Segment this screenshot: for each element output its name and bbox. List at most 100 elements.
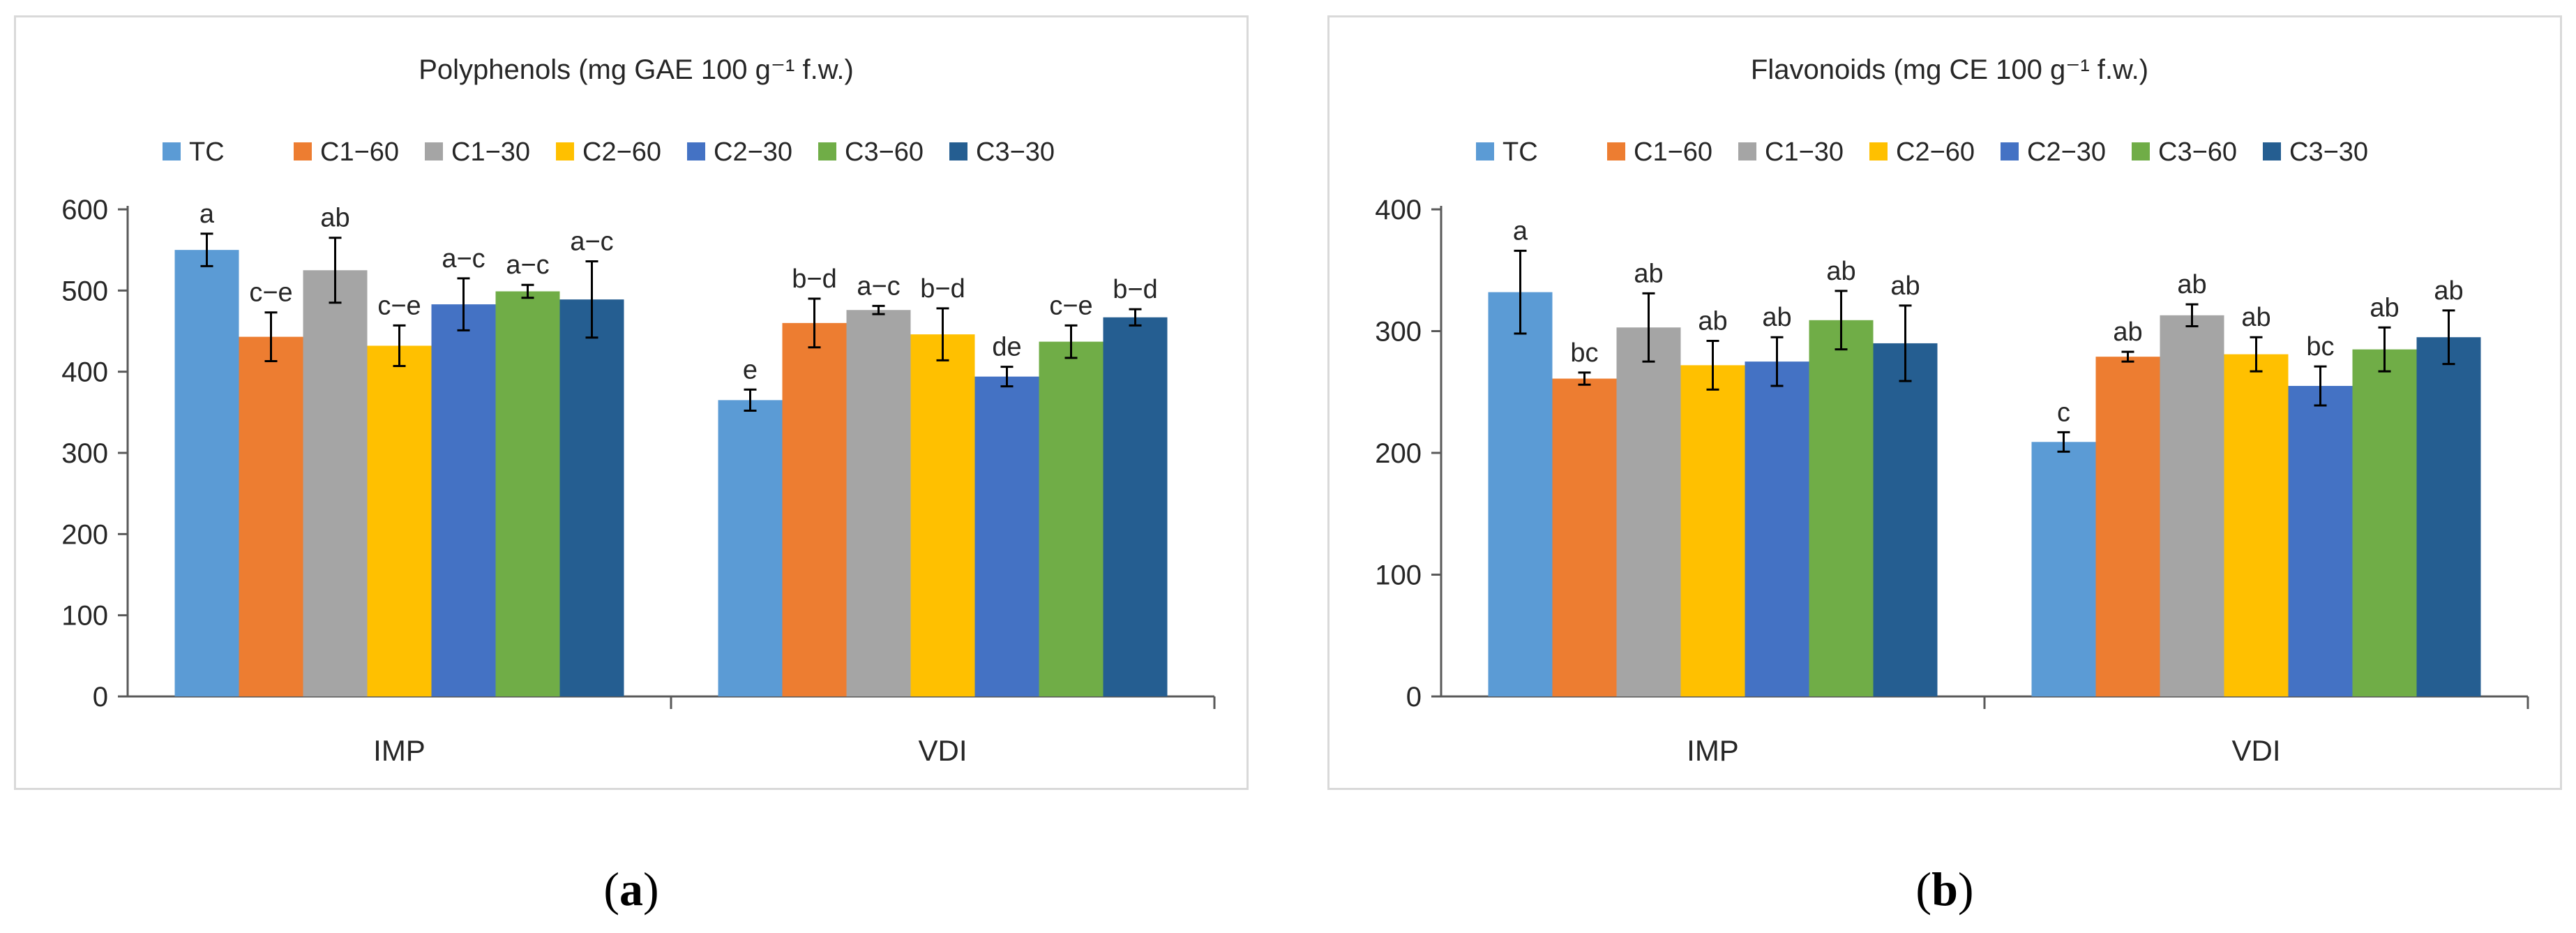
legend-label: C3−30 bbox=[976, 137, 1055, 167]
y-tick-label: 0 bbox=[1406, 682, 1422, 712]
bar-TC-vdi bbox=[718, 400, 783, 696]
bar-C230-imp bbox=[1745, 361, 1809, 696]
y-tick-label: 500 bbox=[61, 276, 108, 306]
legend-label: TC bbox=[189, 137, 225, 167]
significance-letter: b−d bbox=[792, 264, 836, 294]
x-category-label: IMP bbox=[1687, 734, 1739, 767]
significance-letter: bc bbox=[1570, 338, 1598, 368]
legend-swatch bbox=[425, 142, 443, 161]
legend-label: C1−30 bbox=[451, 137, 530, 167]
legend-label: C1−30 bbox=[1765, 137, 1844, 167]
y-tick-label: 400 bbox=[61, 357, 108, 388]
significance-letter: ab bbox=[1762, 303, 1791, 332]
bar-C130-vdi bbox=[2160, 315, 2224, 696]
legend-swatch bbox=[556, 142, 574, 161]
significance-letter: c−e bbox=[1049, 291, 1092, 320]
legend-label: C2−60 bbox=[1896, 137, 1975, 167]
bar-TC-imp bbox=[1488, 292, 1553, 696]
legend-swatch bbox=[163, 142, 181, 161]
bar-C130-imp bbox=[1616, 327, 1681, 696]
significance-letter: a−c bbox=[570, 227, 613, 256]
legend-label: C3−30 bbox=[2289, 137, 2368, 167]
legend-label: C2−30 bbox=[2027, 137, 2106, 167]
significance-letter: a−c bbox=[442, 244, 485, 274]
bar-C330-vdi bbox=[1103, 317, 1168, 696]
bar-C160-imp bbox=[1552, 378, 1617, 696]
significance-letter: ab bbox=[2370, 293, 2399, 322]
bar-C260-imp bbox=[367, 345, 432, 696]
bar-C330-vdi bbox=[2416, 337, 2481, 697]
significance-letter: ab bbox=[2241, 303, 2270, 332]
y-tick-label: 300 bbox=[61, 438, 108, 469]
legend-swatch bbox=[2132, 142, 2150, 161]
legend-swatch bbox=[1738, 142, 1756, 161]
significance-letter: ab bbox=[1890, 271, 1920, 301]
bar-TC-vdi bbox=[2031, 442, 2096, 696]
bar-C260-vdi bbox=[2224, 354, 2289, 696]
chart-svg-polyphenols: Polyphenols (mg GAE 100 g⁻¹ f.w.) TC C1−60… bbox=[61, 54, 1216, 767]
significance-letter: b−d bbox=[920, 274, 965, 304]
legend-label: C1−60 bbox=[320, 137, 399, 167]
panel-label-b: (b) bbox=[1915, 863, 1974, 916]
bar-C330-imp bbox=[559, 299, 624, 696]
bar-C160-vdi bbox=[2095, 357, 2160, 696]
significance-letter: c−e bbox=[377, 291, 421, 320]
significance-letter: bc bbox=[2306, 332, 2334, 361]
chart-panel-polyphenols: Polyphenols (mg GAE 100 g⁻¹ f.w.) TC C1−60… bbox=[14, 15, 1249, 790]
significance-letter: ab bbox=[320, 204, 349, 233]
x-category-label: VDI bbox=[2231, 734, 2280, 767]
significance-letter: a−c bbox=[506, 251, 549, 280]
bar-C160-imp bbox=[239, 336, 303, 697]
y-tick-label: 0 bbox=[93, 682, 108, 712]
legend-swatch bbox=[1869, 142, 1888, 161]
bar-C130-imp bbox=[303, 270, 368, 696]
significance-letter: a bbox=[1513, 216, 1528, 246]
chart-title: Flavonoids (mg CE 100 g⁻¹ f.w.) bbox=[1751, 54, 2148, 85]
bar-C360-imp bbox=[1809, 320, 1874, 696]
legend-swatch bbox=[949, 142, 967, 161]
bar-C330-imp bbox=[1873, 343, 1938, 696]
y-tick-label: 200 bbox=[61, 519, 108, 550]
chart-svg-flavonoids: Flavonoids (mg CE 100 g⁻¹ f.w.) TC C1−60 C1… bbox=[1375, 54, 2529, 767]
legend-swatch bbox=[818, 142, 836, 161]
legend-label: C2−30 bbox=[714, 137, 792, 167]
significance-letter: ab bbox=[1698, 306, 1727, 336]
significance-letter: c−e bbox=[249, 278, 292, 308]
legend-label: C3−60 bbox=[2158, 137, 2237, 167]
legend-swatch bbox=[2263, 142, 2281, 161]
y-tick-label: 400 bbox=[1375, 195, 1422, 225]
legend-label: TC bbox=[1502, 137, 1538, 167]
y-tick-label: 600 bbox=[61, 195, 108, 225]
legend-swatch bbox=[1476, 142, 1494, 161]
bar-C260-vdi bbox=[910, 334, 975, 696]
significance-letter: e bbox=[743, 355, 758, 385]
panel-label-a: (a) bbox=[603, 863, 659, 916]
significance-letter: b−d bbox=[1113, 275, 1157, 304]
significance-letter: ab bbox=[2113, 318, 2142, 347]
bar-C230-vdi bbox=[974, 376, 1039, 696]
significance-letter: de bbox=[992, 333, 1021, 362]
y-tick-label: 100 bbox=[61, 601, 108, 632]
legend-label: C1−60 bbox=[1634, 137, 1712, 167]
bar-TC-imp bbox=[174, 250, 239, 697]
bar-C260-imp bbox=[1680, 365, 1745, 696]
y-tick-label: 200 bbox=[1375, 438, 1422, 469]
chart-panel-flavonoids: Flavonoids (mg CE 100 g⁻¹ f.w.) TC C1−60 C1… bbox=[1327, 15, 2562, 790]
bar-C360-vdi bbox=[1039, 341, 1104, 696]
bar-C160-vdi bbox=[782, 322, 847, 696]
y-tick-label: 300 bbox=[1375, 317, 1422, 348]
y-tick-label: 100 bbox=[1375, 560, 1422, 591]
bar-C130-vdi bbox=[846, 310, 911, 697]
significance-letter: c bbox=[2057, 398, 2070, 427]
bar-C230-imp bbox=[431, 304, 496, 696]
significance-letter: ab bbox=[1826, 257, 1855, 286]
legend-swatch bbox=[294, 142, 312, 161]
significance-letter: a bbox=[199, 200, 215, 229]
significance-letter: ab bbox=[1634, 259, 1663, 288]
bar-C360-imp bbox=[495, 291, 560, 696]
legend-label: C2−60 bbox=[582, 137, 661, 167]
significance-letter: ab bbox=[2434, 276, 2463, 306]
legend-swatch bbox=[1607, 142, 1625, 161]
bar-C360-vdi bbox=[2352, 349, 2417, 696]
x-category-label: VDI bbox=[918, 734, 967, 767]
